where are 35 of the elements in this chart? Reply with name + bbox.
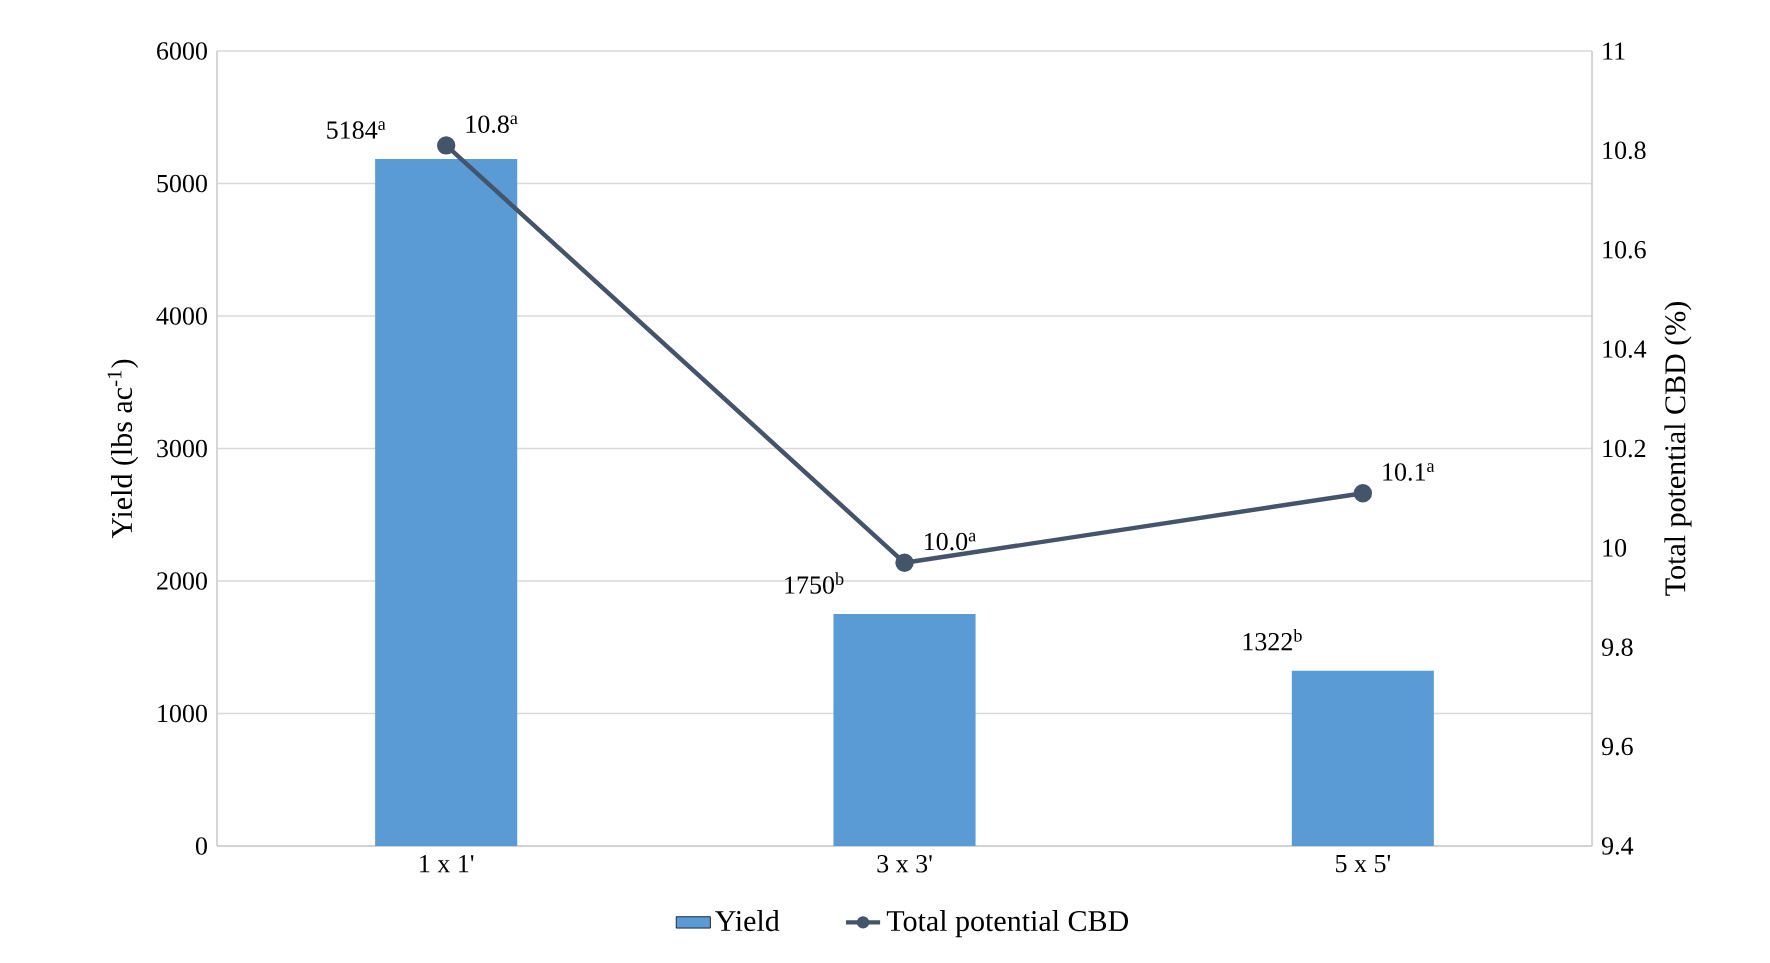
point xyxy=(436,136,456,155)
bar xyxy=(1291,670,1434,846)
y2-tick-label: 10.2 xyxy=(1603,439,1646,458)
y-tick-label: 3000 xyxy=(157,439,207,458)
y-tick-label: 2000 xyxy=(157,572,207,590)
bar xyxy=(375,159,518,846)
point xyxy=(1353,484,1373,503)
y-axis-title: Yield (lbs ac$^{-1}$) xyxy=(107,359,139,539)
y2-tick-label: 10.6 xyxy=(1603,240,1646,259)
y2-tick-label: 9.6 xyxy=(1601,737,1633,756)
y2-axis-title: Total potential CBD (%) xyxy=(1664,302,1692,596)
y-tick-label: 0 xyxy=(195,837,207,855)
data-label: 1322$^{b}$ xyxy=(1243,628,1302,651)
point xyxy=(895,553,914,572)
x-tick-label: 5 x 5' xyxy=(1336,855,1391,873)
y2-tick-label: 10.4 xyxy=(1603,340,1647,358)
y-tick-label: 4000 xyxy=(156,307,207,325)
x-tick-label: 3 x 3' xyxy=(877,855,932,873)
data-label: 1750$^{b}$ xyxy=(785,572,844,594)
data-label: 10.8$^{a}$ xyxy=(466,115,518,134)
data-label: 10.1$^{a}$ xyxy=(1383,463,1435,481)
y2-tick-label: 10.8 xyxy=(1603,141,1646,160)
legend-label: Total potential CBD xyxy=(886,910,1129,938)
legend-label: Yield xyxy=(715,910,780,932)
y2-tick-label: 11 xyxy=(1603,42,1625,60)
y-tick-label: 5000 xyxy=(157,174,207,193)
x-tick-label: 1 x 1' xyxy=(420,855,474,873)
data-label: 10.0$^{a}$ xyxy=(924,532,977,551)
data-label: 5184$^{a}$ xyxy=(327,121,386,139)
y2-tick-label: 10 xyxy=(1603,539,1627,557)
y-tick-label: 1000 xyxy=(158,704,207,723)
y2-tick-label: 9.4 xyxy=(1601,837,1634,855)
y2-tick-label: 9.8 xyxy=(1601,638,1633,657)
bar xyxy=(833,614,976,846)
y-tick-label: 6000 xyxy=(157,42,207,60)
